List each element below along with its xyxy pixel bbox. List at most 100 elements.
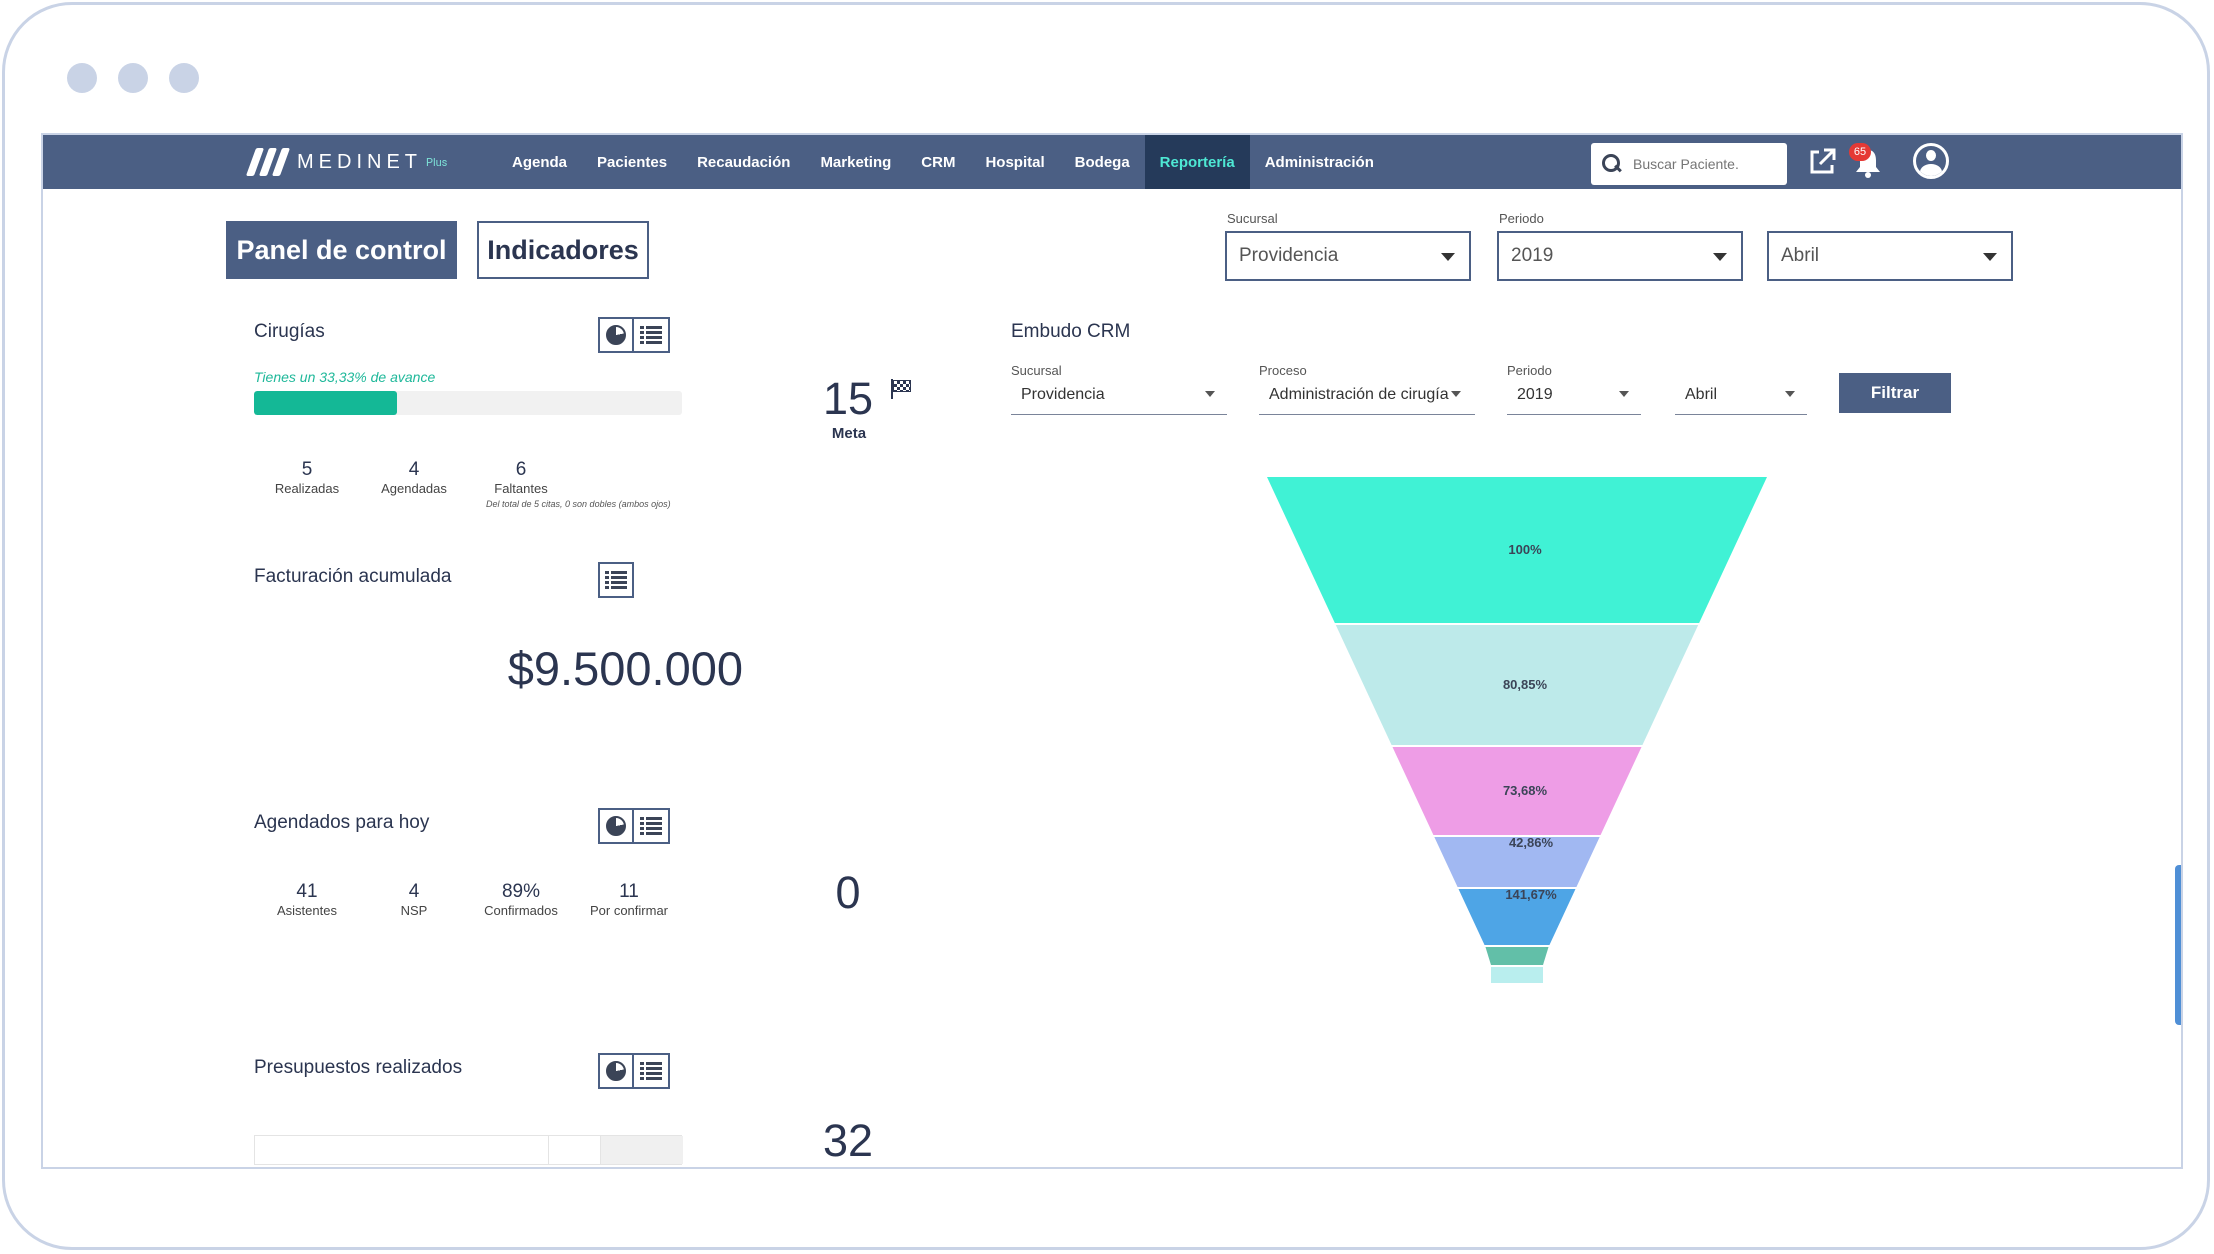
crm-mes-value: Abril [1685,385,1718,403]
window-dot-maximize[interactable] [169,63,199,93]
top-navbar: MEDINET Plus Agenda Pacientes Recaudación M… [43,135,2181,189]
window-dot-close[interactable] [67,63,97,93]
chevron-down-icon [1983,253,1997,261]
crm-sucursal-select[interactable]: Providencia [1011,375,1227,415]
sucursal-select[interactable]: Providencia [1225,231,1471,281]
chevron-down-icon [1205,391,1215,397]
pie-chart-icon [606,1061,626,1081]
stat-item: 41 Asistentes [247,881,367,918]
nav-item-hospital[interactable]: Hospital [985,153,1045,171]
checkered-flag-icon [889,379,915,399]
tab-panel-de-control[interactable]: Panel de control [226,221,457,279]
crm-proceso-select[interactable]: Administración de cirugía [1259,375,1475,415]
nav-item-agenda[interactable]: Agenda [512,153,568,171]
stat-label: NSP [400,903,428,918]
pie-chart-icon [606,816,626,836]
filter-button[interactable]: Filtrar [1839,373,1951,413]
stat-item: 5 Realizadas [247,459,367,496]
stat-value: 6 [515,459,527,480]
main-nav: Agenda Pacientes Recaudación Marketing CRM Ho… [497,135,1389,189]
crm-periodo-select[interactable]: 2019 [1507,375,1641,415]
cirugias-view-toggle [598,317,670,353]
stat-value: 89% [501,881,541,902]
agendados-view-toggle [598,808,670,844]
list-view-button[interactable] [634,317,670,353]
facturacion-title: Facturación acumulada [254,566,452,587]
nav-item-recaudacion[interactable]: Recaudación [697,153,791,171]
brand-suffix: Plus [426,155,448,169]
pie-chart-icon [606,325,626,345]
crm-title: Embudo CRM [1011,321,1131,342]
mes-select[interactable]: Abril [1767,231,2013,281]
brand-logo[interactable]: MEDINET Plus [245,147,448,177]
stat-item: 4 Agendadas [354,459,474,496]
list-view-button[interactable] [634,808,670,844]
funnel-segment[interactable] [1485,947,1549,965]
periodo-select[interactable]: 2019 [1497,231,1743,281]
nav-item-reporteria[interactable]: Reportería [1144,135,1250,189]
presupuestos-view-toggle [598,1053,670,1089]
crm-funnel-chart: 100% 80,85% 73,68% 42,86% 141,67% [1267,477,1767,983]
nav-item-crm[interactable]: CRM [921,153,956,171]
sugerencias-tab[interactable]: Sugerencias [2175,865,2181,1025]
periodo-value: 2019 [1511,245,1554,266]
meta-label: Meta [831,425,867,442]
funnel-segment[interactable] [1392,747,1642,835]
nav-item-bodega[interactable]: Bodega [1074,153,1130,171]
list-view-button[interactable] [598,562,634,598]
facturacion-amount: $9.500.000 [507,642,743,695]
stat-value: 4 [408,459,420,480]
notification-badge: 65 [1849,143,1871,161]
list-icon [605,571,627,589]
crm-sucursal-label: Sucursal [1011,363,1062,378]
funnel-segment[interactable] [1335,625,1699,745]
pie-chart-view-button[interactable] [598,1053,634,1089]
table-cell [601,1136,683,1164]
stat-label: Realizadas [274,481,340,496]
search-input[interactable] [1633,156,1783,172]
cirugias-title: Cirugías [254,321,325,342]
funnel-label: 100% [1508,542,1542,557]
search-box[interactable] [1591,143,1787,185]
list-view-button[interactable] [634,1053,670,1089]
crm-periodo-label: Periodo [1507,363,1552,378]
presupuestos-title: Presupuestos realizados [254,1057,463,1078]
app-screen: MEDINET Plus Agenda Pacientes Recaudación M… [41,133,2183,1169]
crm-periodo-value: 2019 [1517,385,1553,403]
chevron-down-icon [1451,391,1461,397]
chevron-down-icon [1441,253,1455,261]
user-avatar-icon[interactable] [1913,143,1949,179]
search-icon[interactable] [1601,153,1623,175]
stat-value: 11 [619,881,639,902]
list-icon [640,817,662,835]
nav-item-marketing[interactable]: Marketing [820,153,892,171]
progress-text: Tienes un 33,33% de avance [254,369,436,385]
stat-value: 5 [301,459,313,480]
sucursal-value: Providencia [1239,245,1339,266]
pie-chart-view-button[interactable] [598,317,634,353]
nav-item-administracion[interactable]: Administración [1264,153,1374,171]
chevron-down-icon [1619,391,1629,397]
funnel-segment[interactable] [1267,477,1767,623]
agendados-total: 0 [835,867,861,918]
external-link-icon[interactable] [1807,147,1837,177]
funnel-segment[interactable] [1434,837,1600,887]
stat-value: 4 [408,881,420,902]
funnel-segment[interactable] [1458,889,1576,945]
presupuestos-total: 32 [822,1115,874,1166]
facturacion-view-toggle [598,562,634,598]
funnel-label: 141,67% [1505,887,1557,902]
window-dot-minimize[interactable] [118,63,148,93]
chevron-down-icon [1713,253,1727,261]
table-cell [549,1136,601,1164]
agendados-title: Agendados para hoy [254,812,430,833]
funnel-segment[interactable] [1491,967,1543,983]
stat-label: Confirmados [484,903,558,918]
progress-bar [254,391,682,415]
funnel-label: 73,68% [1503,783,1548,798]
crm-mes-select[interactable]: Abril [1675,375,1807,415]
tab-indicadores[interactable]: Indicadores [477,221,649,279]
nav-item-pacientes[interactable]: Pacientes [597,153,668,171]
pie-chart-view-button[interactable] [598,808,634,844]
